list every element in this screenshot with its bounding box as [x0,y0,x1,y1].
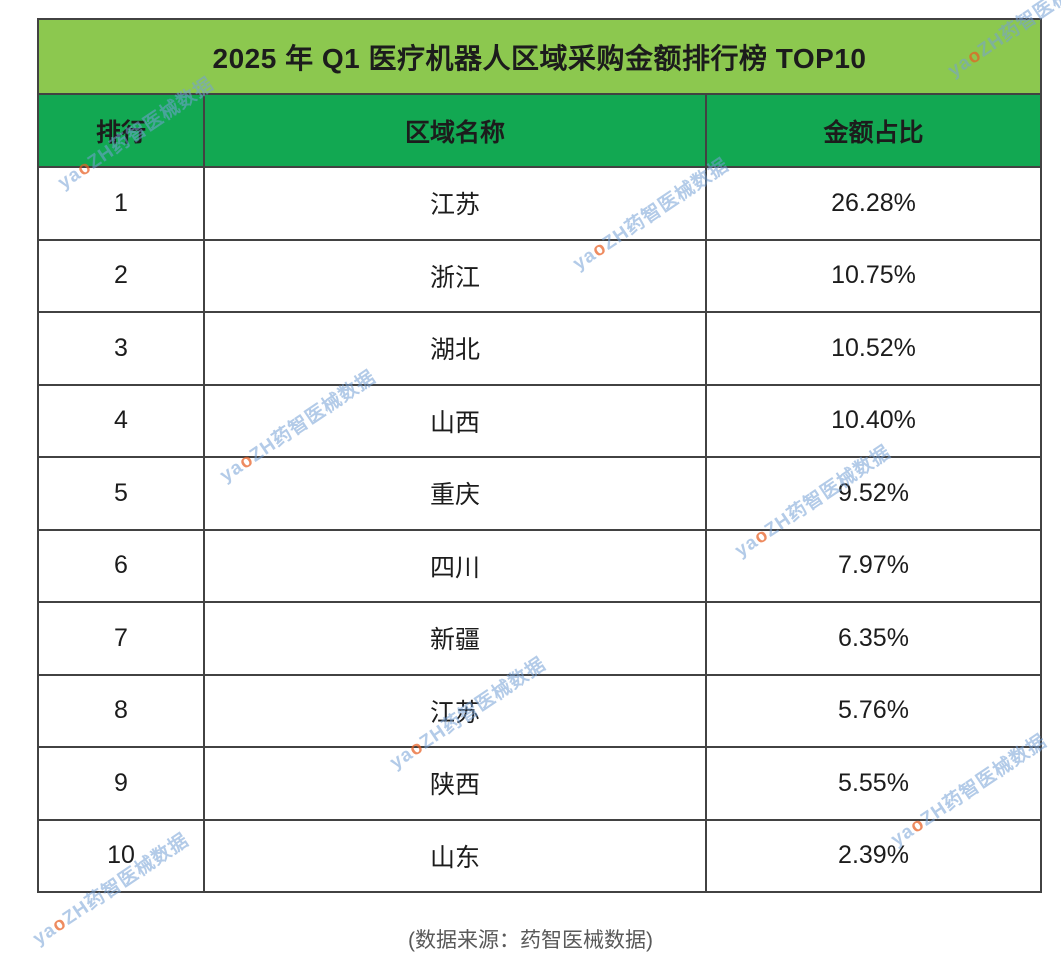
table-row: 10 山东 2.39% [37,818,1042,893]
table-row: 9 陕西 5.55% [37,746,1042,821]
rank-cell: 10 [37,818,205,893]
table-row: 3 湖北 10.52% [37,311,1042,386]
rank-cell: 6 [37,528,205,603]
share-cell: 9.52% [705,456,1042,531]
ranking-table: 2025 年 Q1 医疗机器人区域采购金额排行榜 TOP10 排行 区域名称 金… [37,18,1042,893]
source-note: (数据来源：药智医械数据) [408,929,653,952]
region-cell: 山东 [203,818,707,893]
title-row: 2025 年 Q1 医疗机器人区域采购金额排行榜 TOP10 [37,18,1042,95]
rank-cell: 9 [37,746,205,821]
rank-cell: 8 [37,673,205,748]
header-cell-rank: 排行 [37,93,205,168]
rank-cell: 3 [37,311,205,386]
page-title: 2025 年 Q1 医疗机器人区域采购金额排行榜 TOP10 [37,18,1042,95]
rank-cell: 4 [37,383,205,458]
rank-cell: 5 [37,456,205,531]
header-row: 排行 区域名称 金额占比 [37,93,1042,168]
share-cell: 5.76% [705,673,1042,748]
region-cell: 江苏 [203,166,707,241]
table-row: 6 四川 7.97% [37,528,1042,603]
share-cell: 10.40% [705,383,1042,458]
region-cell: 新疆 [203,601,707,676]
region-cell: 浙江 [203,238,707,313]
region-cell: 陕西 [203,746,707,821]
header-cell-share: 金额占比 [705,93,1042,168]
share-cell: 7.97% [705,528,1042,603]
table-row: 5 重庆 9.52% [37,456,1042,531]
share-cell: 26.28% [705,166,1042,241]
share-cell: 6.35% [705,601,1042,676]
table-row: 2 浙江 10.75% [37,238,1042,313]
region-cell: 四川 [203,528,707,603]
table-row: 7 新疆 6.35% [37,601,1042,676]
share-cell: 10.75% [705,238,1042,313]
region-cell: 重庆 [203,456,707,531]
rank-cell: 7 [37,601,205,676]
region-cell: 江苏 [203,673,707,748]
header-cell-region: 区域名称 [203,93,707,168]
region-cell: 湖北 [203,311,707,386]
rank-cell: 1 [37,166,205,241]
share-cell: 2.39% [705,818,1042,893]
table-row: 8 江苏 5.76% [37,673,1042,748]
share-cell: 5.55% [705,746,1042,821]
rank-cell: 2 [37,238,205,313]
table-row: 1 江苏 26.28% [37,166,1042,241]
region-cell: 山西 [203,383,707,458]
table-row: 4 山西 10.40% [37,383,1042,458]
share-cell: 10.52% [705,311,1042,386]
